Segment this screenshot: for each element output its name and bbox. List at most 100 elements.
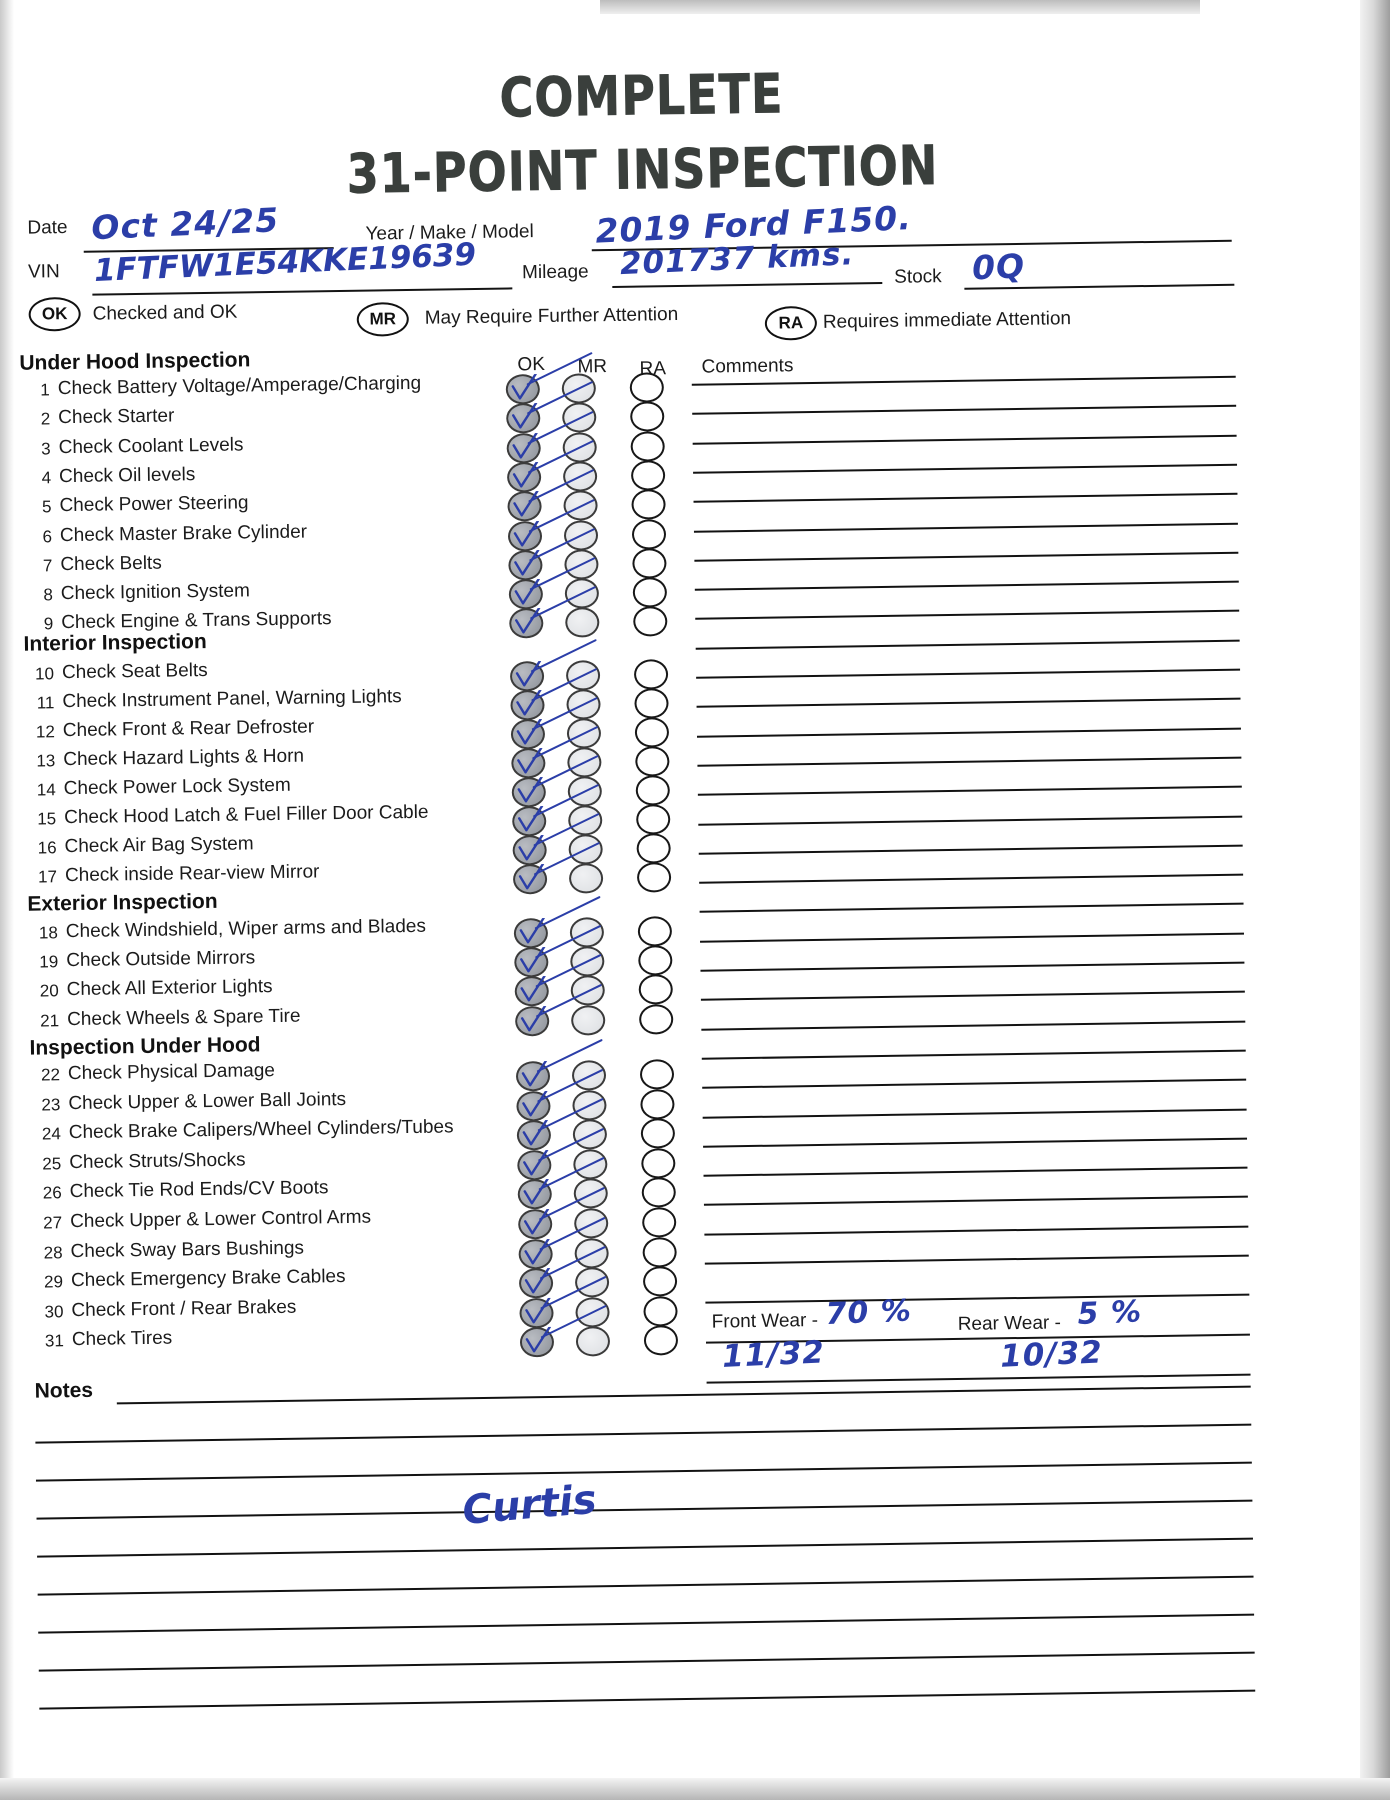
bubble-ra[interactable] <box>633 606 668 638</box>
bubble-mr[interactable] <box>570 946 605 977</box>
notes-line[interactable] <box>36 1499 1253 1520</box>
bubble-mr[interactable] <box>573 1178 608 1210</box>
bubble-ok[interactable] <box>517 1208 553 1240</box>
bubble-ra[interactable] <box>638 1003 674 1035</box>
bubble-mr[interactable] <box>564 578 600 609</box>
comment-line[interactable] <box>694 580 1239 591</box>
bubble-mr[interactable] <box>568 834 603 865</box>
bubble-ra[interactable] <box>629 372 665 403</box>
comment-line[interactable] <box>700 990 1245 1002</box>
comment-line[interactable] <box>692 405 1237 416</box>
bubble-ok[interactable] <box>511 747 546 779</box>
comment-line[interactable] <box>703 1166 1248 1177</box>
bubble-ra[interactable] <box>642 1236 677 1268</box>
signature[interactable]: Curtis <box>460 1476 599 1534</box>
bubble-ra[interactable] <box>631 518 667 550</box>
bubble-ra[interactable] <box>642 1266 678 1297</box>
comment-line[interactable] <box>702 1078 1247 1089</box>
notes-line[interactable] <box>37 1575 1254 1596</box>
bubble-mr[interactable] <box>566 689 601 720</box>
comment-line[interactable] <box>701 1049 1246 1060</box>
bubble-mr[interactable] <box>574 1237 609 1269</box>
comment-line[interactable] <box>698 815 1243 826</box>
bubble-ok[interactable] <box>514 976 549 1007</box>
bubble-ok[interactable] <box>516 1120 552 1151</box>
comment-line[interactable] <box>701 1020 1246 1031</box>
notes-line[interactable] <box>116 1385 1251 1405</box>
bubble-ok[interactable] <box>518 1268 554 1299</box>
bubble-mr[interactable] <box>566 718 602 749</box>
bubble-ok[interactable] <box>506 461 542 493</box>
bubble-ok[interactable] <box>517 1149 552 1181</box>
comment-line[interactable] <box>704 1225 1249 1236</box>
comment-line[interactable] <box>702 1108 1247 1119</box>
bubble-ra[interactable] <box>630 430 665 462</box>
bubble-mr[interactable] <box>573 1208 609 1239</box>
bubble-ra[interactable] <box>635 775 671 806</box>
bubble-ra[interactable] <box>643 1295 678 1327</box>
bubble-ok[interactable] <box>512 805 547 837</box>
bubble-mr[interactable] <box>575 1296 610 1328</box>
bubble-ok[interactable] <box>513 917 549 949</box>
bubble-ok[interactable] <box>506 432 541 464</box>
bubble-mr[interactable] <box>562 431 597 463</box>
bubble-ra[interactable] <box>643 1325 679 1356</box>
bubble-ok[interactable] <box>510 690 545 721</box>
bubble-ok[interactable] <box>518 1238 553 1270</box>
bubble-mr[interactable] <box>568 863 604 894</box>
comment-line[interactable] <box>692 434 1237 445</box>
stock-value[interactable]: 0Q <box>971 246 1026 288</box>
bubble-mr[interactable] <box>572 1119 608 1150</box>
bubble-mr[interactable] <box>564 548 599 580</box>
comment-line[interactable] <box>703 1137 1248 1148</box>
notes-line[interactable] <box>35 1423 1252 1444</box>
bubble-ok[interactable] <box>519 1327 555 1358</box>
bubble-mr[interactable] <box>561 373 597 404</box>
bubble-mr[interactable] <box>570 1004 606 1036</box>
bubble-ok[interactable] <box>516 1090 551 1122</box>
bubble-ra[interactable] <box>641 1147 676 1179</box>
bubble-mr[interactable] <box>562 402 597 434</box>
bubble-ok[interactable] <box>512 834 547 866</box>
bubble-ra[interactable] <box>641 1177 676 1208</box>
comment-line[interactable] <box>703 1196 1248 1207</box>
bubble-ra[interactable] <box>631 489 666 520</box>
bubble-ok[interactable] <box>508 549 543 581</box>
bubble-ok[interactable] <box>514 1005 550 1037</box>
comment-line[interactable] <box>700 932 1244 943</box>
bubble-ok[interactable] <box>507 491 542 522</box>
bubble-ra[interactable] <box>636 804 671 835</box>
comment-line[interactable] <box>699 873 1244 884</box>
bubble-mr[interactable] <box>567 747 602 778</box>
bubble-mr[interactable] <box>567 776 603 807</box>
notes-line[interactable] <box>38 1651 1255 1672</box>
comment-line[interactable] <box>699 903 1244 914</box>
bubble-mr[interactable] <box>573 1148 608 1180</box>
bubble-ok[interactable] <box>508 579 544 610</box>
bubble-ok[interactable] <box>517 1179 553 1210</box>
bubble-ra[interactable] <box>636 862 672 893</box>
bubble-ra[interactable] <box>632 547 667 579</box>
bubble-ra[interactable] <box>638 945 673 976</box>
comment-line[interactable] <box>695 639 1240 650</box>
bubble-ra[interactable] <box>640 1118 676 1149</box>
bubble-ra[interactable] <box>636 833 671 864</box>
bubble-ok[interactable] <box>507 520 543 552</box>
front-tread-value[interactable]: 11/32 <box>721 1334 826 1375</box>
bubble-mr[interactable] <box>565 660 601 691</box>
comment-line[interactable] <box>697 785 1242 796</box>
bubble-mr[interactable] <box>562 461 598 492</box>
rear-wear-value[interactable]: 5 % <box>1076 1294 1143 1333</box>
comment-line[interactable] <box>700 961 1245 972</box>
bubble-mr[interactable] <box>574 1267 610 1298</box>
comment-line[interactable] <box>696 668 1241 679</box>
comment-line[interactable] <box>695 610 1240 621</box>
bubble-mr[interactable] <box>570 975 605 1007</box>
bubble-ok[interactable] <box>519 1297 554 1329</box>
bubble-ra[interactable] <box>634 688 669 719</box>
bubble-mr[interactable] <box>563 519 599 551</box>
bubble-ra[interactable] <box>630 401 665 432</box>
front-wear-value[interactable]: 70 % <box>824 1293 913 1333</box>
bubble-ra[interactable] <box>637 916 673 947</box>
bubble-mr[interactable] <box>571 1060 607 1091</box>
